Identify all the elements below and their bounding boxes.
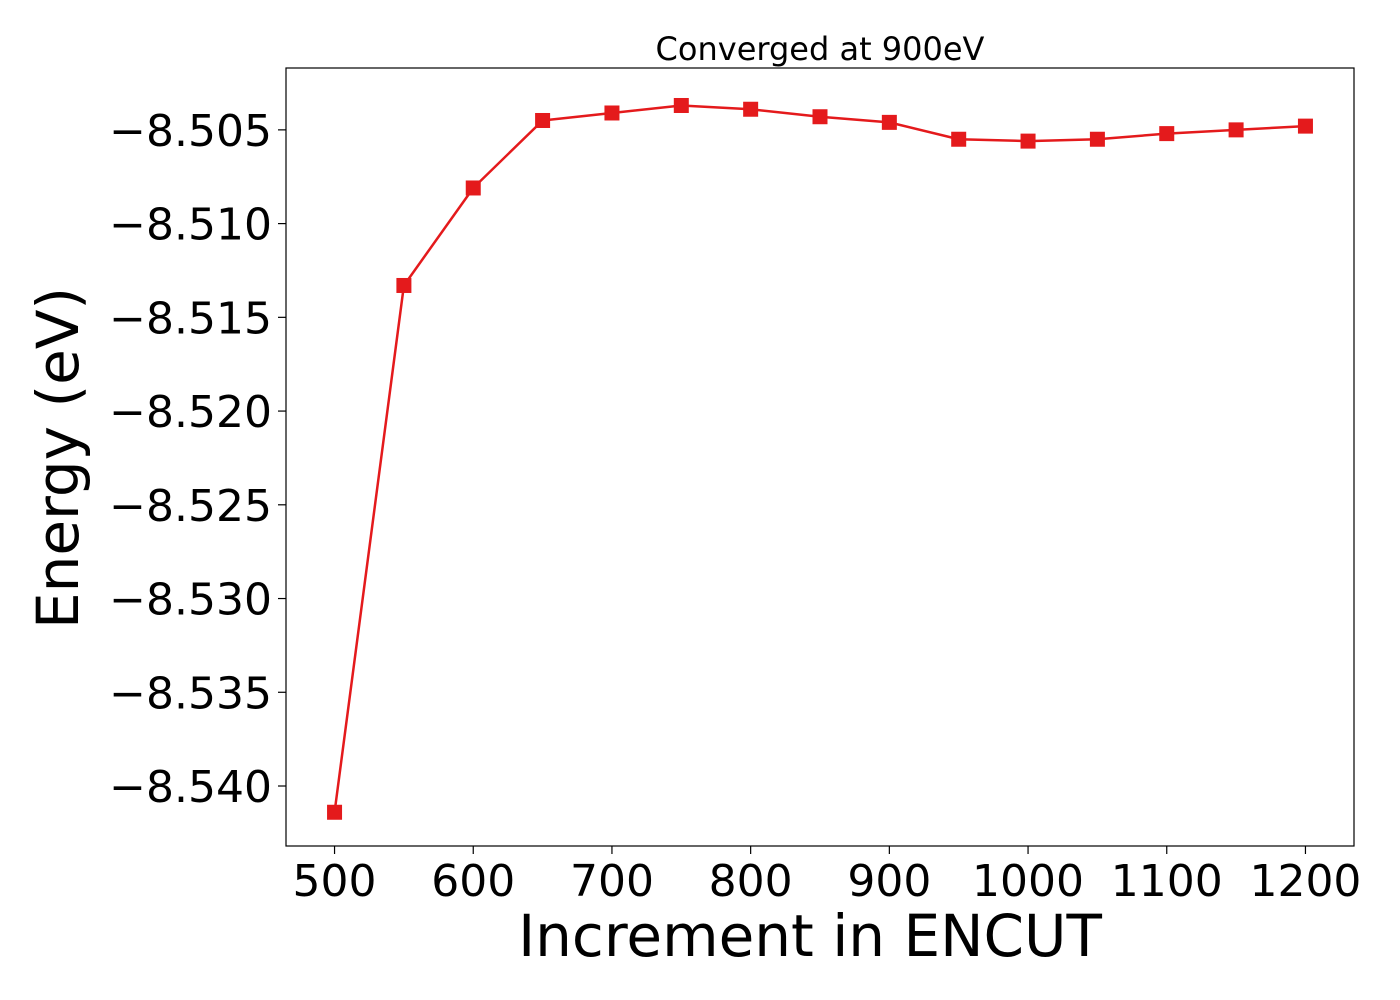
plot-area xyxy=(285,67,1355,847)
data-point xyxy=(951,131,967,147)
x-tick-label: 1000 xyxy=(972,856,1084,907)
data-point xyxy=(1228,122,1244,138)
data-point xyxy=(396,277,412,293)
data-point xyxy=(743,101,759,117)
data-point xyxy=(812,109,828,125)
x-tick-label: 800 xyxy=(709,856,793,907)
data-point xyxy=(673,97,689,113)
y-tick-label: −8.510 xyxy=(109,200,272,251)
x-axis-ticks: 500 600 700 800 900 1000 1100 1200 xyxy=(293,846,1361,907)
y-tick-label: −8.520 xyxy=(109,387,272,438)
data-point xyxy=(535,112,551,128)
x-tick-label: 500 xyxy=(293,856,377,907)
y-axis-label: Energy (eV) xyxy=(24,287,92,629)
data-point xyxy=(465,180,481,196)
x-axis-label: Increment in ENCUT xyxy=(518,902,1102,970)
data-point xyxy=(327,804,343,820)
y-tick-label: −8.540 xyxy=(109,762,272,813)
x-tick-label: 1100 xyxy=(1111,856,1223,907)
series-layer xyxy=(327,97,1313,820)
data-point xyxy=(881,114,897,130)
data-point xyxy=(1297,118,1313,134)
data-point xyxy=(1159,126,1175,142)
data-point xyxy=(1020,133,1036,149)
x-tick-label: 1200 xyxy=(1249,856,1361,907)
x-tick-label: 900 xyxy=(847,856,931,907)
chart-title: Converged at 900eV xyxy=(656,30,985,68)
y-tick-label: −8.505 xyxy=(109,106,272,157)
x-tick-label: 600 xyxy=(431,856,515,907)
y-tick-label: −8.530 xyxy=(109,575,272,626)
y-tick-label: −8.515 xyxy=(109,293,272,344)
data-point xyxy=(604,105,620,121)
y-tick-label: −8.525 xyxy=(109,481,272,532)
y-axis-ticks: −8.505 −8.510 −8.515 −8.520 −8.525 −8.530 −8.5… xyxy=(109,106,286,813)
y-tick-label: −8.535 xyxy=(109,668,272,719)
data-point xyxy=(1089,131,1105,147)
x-tick-label: 700 xyxy=(570,856,654,907)
